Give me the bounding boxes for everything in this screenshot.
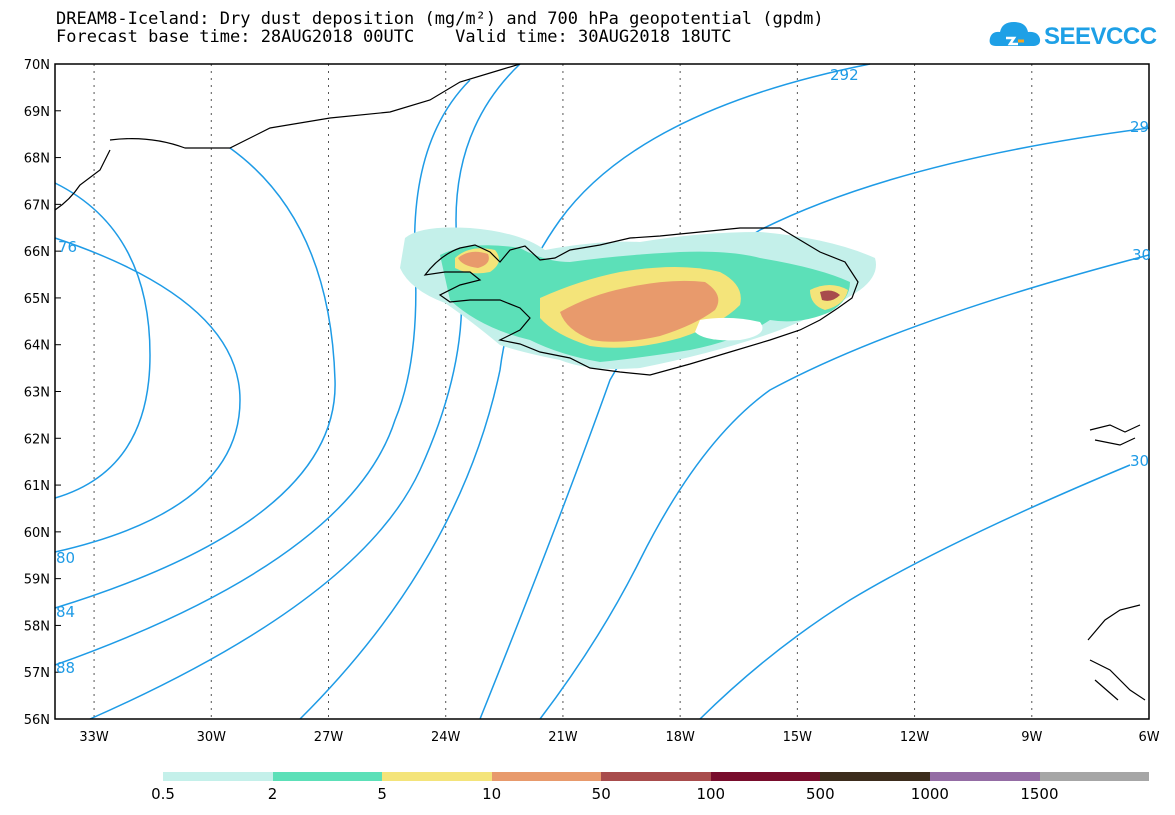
contour-line: [299, 63, 871, 720]
contour-line: [54, 182, 151, 499]
lon-label: 12W: [900, 730, 930, 745]
legend-label: 5: [377, 785, 387, 803]
contour-label: 29: [1130, 118, 1149, 136]
chart-title: DREAM8-Iceland: Dry dust deposition (mg/…: [56, 9, 824, 29]
map-frame: [54, 63, 1150, 720]
legend-colorbar: [163, 772, 1150, 781]
lat-label: 58N: [24, 619, 50, 634]
map-plot: 70N 69N 68N 67N 66N 65N 64N 63N 62N 61N 60N 59N 58N 5…: [24, 58, 1160, 745]
contour-line: [699, 464, 1131, 720]
lat-label: 69N: [24, 105, 50, 120]
lon-label: 30W: [197, 730, 227, 745]
legend-label: 2: [267, 785, 278, 803]
contour-line: [54, 147, 336, 609]
lat-label: 65N: [24, 292, 50, 307]
contour-label: 76: [58, 238, 77, 256]
lon-label: 15W: [783, 730, 813, 745]
contour-label: 292: [830, 66, 859, 84]
lon-label: 9W: [1021, 730, 1042, 745]
latitude-labels: 70N 69N 68N 67N 66N 65N 64N 63N 62N 61N 60N 59N 58N 5…: [24, 58, 61, 728]
lat-label: 60N: [24, 526, 50, 541]
lat-label: 68N: [24, 152, 50, 167]
legend-swatch: [272, 772, 383, 781]
lon-label: 18W: [665, 730, 695, 745]
legend-swatch: [820, 772, 930, 781]
legend-swatch: [163, 772, 273, 781]
cloud-logo-icon: [989, 22, 1041, 46]
legend-swatch: [1039, 772, 1150, 781]
lat-label: 70N: [24, 58, 50, 73]
seevccc-logo: SEEVCCC: [988, 16, 1157, 56]
lon-label: 21W: [548, 730, 578, 745]
lat-label: 64N: [24, 339, 50, 354]
lat-label: 61N: [24, 479, 50, 494]
contour-label: 80: [56, 549, 75, 567]
contour-line: [89, 63, 521, 720]
contour-label: 30: [1132, 246, 1151, 264]
legend-swatch: [929, 772, 1040, 781]
legend-label: 50: [591, 785, 611, 803]
lat-label: 63N: [24, 386, 50, 401]
logo-text: SEEVCCC: [1044, 23, 1157, 50]
legend-swatch: [491, 772, 602, 781]
contour-label: 88: [56, 659, 75, 677]
legend-swatch: [601, 772, 711, 781]
lat-label: 67N: [24, 198, 50, 213]
legend-swatch: [382, 772, 492, 781]
lat-label: 66N: [24, 245, 50, 260]
gridlines: [93, 64, 1150, 719]
lat-label: 57N: [24, 666, 50, 681]
legend-swatch: [710, 772, 821, 781]
legend-label: 500: [806, 785, 835, 803]
legend-label: 100: [696, 785, 726, 803]
contour-line: [54, 79, 471, 666]
chart-subtitle: Forecast base time: 28AUG2018 00UTC Vali…: [56, 27, 732, 47]
lon-label: 33W: [79, 730, 109, 745]
dust-deposition-field: [400, 227, 876, 369]
lat-label: 59N: [24, 573, 50, 588]
longitude-labels: 33W 30W 27W 24W 21W 18W 15W 12W 9W 6W: [79, 730, 1159, 745]
lon-label: 6W: [1138, 730, 1159, 745]
lat-label: 62N: [24, 432, 50, 447]
contour-line: [539, 254, 1150, 720]
legend-label: 1500: [1020, 785, 1059, 803]
contour-label: 30: [1130, 452, 1149, 470]
legend-label: 10: [482, 785, 502, 803]
coastlines: [54, 63, 1146, 701]
geopotential-contours: [54, 63, 1150, 720]
legend-label: 1000: [910, 785, 949, 803]
legend-label: 0.5: [151, 785, 175, 803]
contour-label: 84: [56, 603, 75, 621]
lat-label: 56N: [24, 713, 50, 728]
lon-label: 24W: [431, 730, 461, 745]
contour-line: [54, 237, 241, 553]
contour-labels: 292 29 30 30 76 80 84 88: [56, 66, 1151, 677]
contour-line: [479, 127, 1150, 720]
lon-label: 27W: [314, 730, 344, 745]
